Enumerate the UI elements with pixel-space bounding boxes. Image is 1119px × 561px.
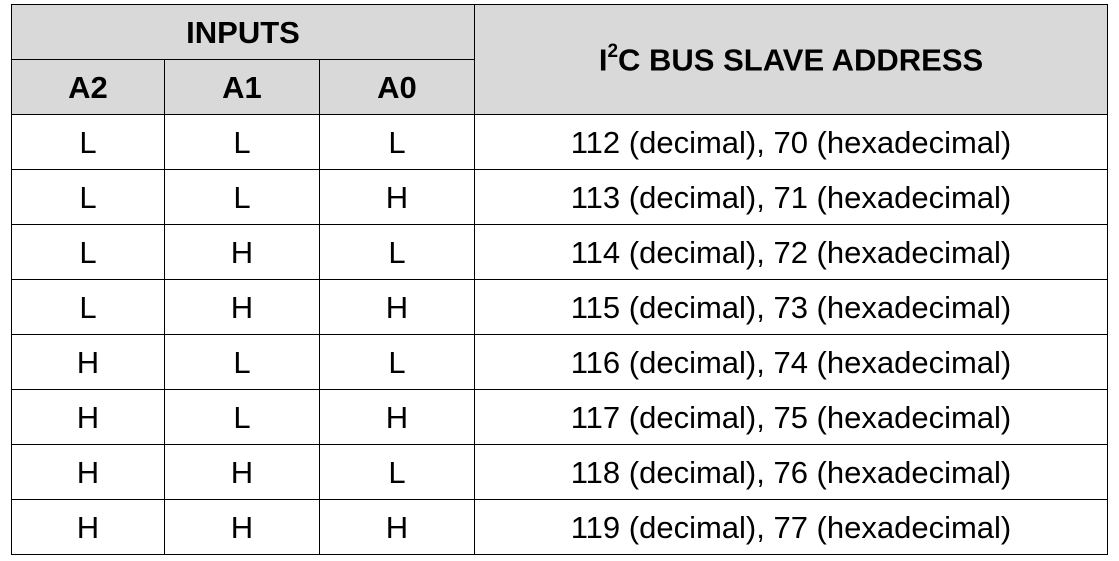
cell-a1: L: [164, 389, 320, 445]
header-row-1: INPUTS I2C BUS SLAVE ADDRESS: [11, 4, 1108, 115]
address-header: I2C BUS SLAVE ADDRESS: [474, 4, 1108, 115]
table-row: H H H 119 (decimal), 77 (hexadecimal): [11, 499, 1108, 555]
address-table: INPUTS I2C BUS SLAVE ADDRESS A2 A1 A0 L …: [11, 4, 1108, 555]
table-row: H L H 117 (decimal), 75 (hexadecimal): [11, 389, 1108, 445]
cell-a0: H: [319, 389, 475, 445]
cell-address: 113 (decimal), 71 (hexadecimal): [474, 169, 1108, 225]
inputs-header: INPUTS: [11, 4, 475, 60]
col-a0-header: A0: [319, 59, 475, 115]
cell-a1: L: [164, 114, 320, 170]
cell-a2: H: [11, 499, 165, 555]
cell-a0: H: [319, 279, 475, 335]
cell-a2: H: [11, 444, 165, 500]
cell-a1: H: [164, 444, 320, 500]
cell-a2: L: [11, 114, 165, 170]
address-header-suffix: C BUS SLAVE ADDRESS: [618, 42, 984, 78]
cell-a2: L: [11, 224, 165, 280]
table-row: L H L 114 (decimal), 72 (hexadecimal): [11, 224, 1108, 280]
cell-a2: H: [11, 389, 165, 445]
address-header-superscript: 2: [607, 40, 619, 62]
col-a2-header: A2: [11, 59, 165, 115]
col-a1-header: A1: [164, 59, 320, 115]
cell-address: 119 (decimal), 77 (hexadecimal): [474, 499, 1108, 555]
cell-address: 114 (decimal), 72 (hexadecimal): [474, 224, 1108, 280]
cell-a1: H: [164, 499, 320, 555]
address-header-prefix: I: [598, 42, 608, 78]
cell-address: 118 (decimal), 76 (hexadecimal): [474, 444, 1108, 500]
table-row: L H H 115 (decimal), 73 (hexadecimal): [11, 279, 1108, 335]
cell-a0: H: [319, 169, 475, 225]
cell-a0: L: [319, 444, 475, 500]
cell-address: 115 (decimal), 73 (hexadecimal): [474, 279, 1108, 335]
cell-a1: H: [164, 224, 320, 280]
cell-address: 117 (decimal), 75 (hexadecimal): [474, 389, 1108, 445]
header-row-2: A2 A1 A0: [11, 59, 1108, 115]
cell-a2: L: [11, 279, 165, 335]
cell-a0: L: [319, 334, 475, 390]
cell-address: 112 (decimal), 70 (hexadecimal): [474, 114, 1108, 170]
cell-address: 116 (decimal), 74 (hexadecimal): [474, 334, 1108, 390]
cell-a1: L: [164, 169, 320, 225]
cell-a0: L: [319, 114, 475, 170]
cell-a2: L: [11, 169, 165, 225]
cell-a0: L: [319, 224, 475, 280]
table-row: L L H 113 (decimal), 71 (hexadecimal): [11, 169, 1108, 225]
cell-a1: H: [164, 279, 320, 335]
table-row: L L L 112 (decimal), 70 (hexadecimal): [11, 114, 1108, 170]
table-row: H L L 116 (decimal), 74 (hexadecimal): [11, 334, 1108, 390]
cell-a2: H: [11, 334, 165, 390]
cell-a0: H: [319, 499, 475, 555]
table-row: H H L 118 (decimal), 76 (hexadecimal): [11, 444, 1108, 500]
cell-a1: L: [164, 334, 320, 390]
